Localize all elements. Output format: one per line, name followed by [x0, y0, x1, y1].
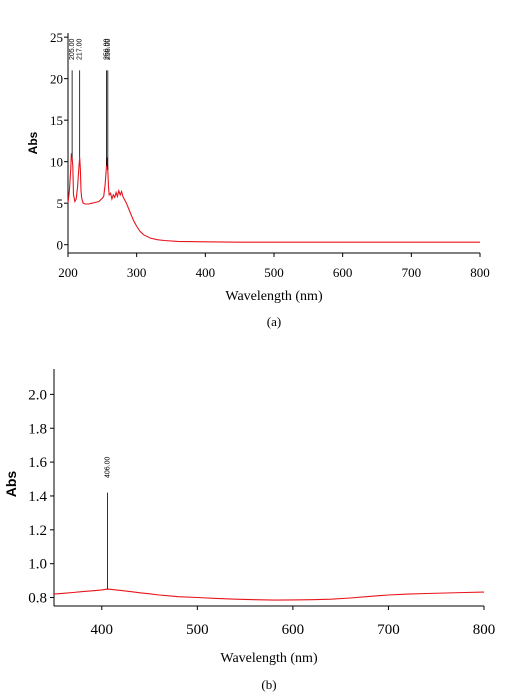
x-tick-label: 200 [58, 265, 78, 280]
chart-a: 200 300 400 500 600 700 800 0 5 10 15 20 25 Abs Wavele… [26, 30, 490, 329]
y-tick-label: 1.6 [28, 455, 47, 471]
x-tick-label: 500 [186, 622, 209, 638]
figure-caption: (a) [267, 314, 281, 329]
y-tick-label: 15 [50, 113, 63, 128]
peak-label: 205.00 [69, 38, 76, 60]
x-tick-label: 400 [196, 265, 216, 280]
spectrum-line [53, 588, 485, 601]
x-axis-label: Wavelength (nm) [220, 651, 318, 666]
y-axis-label: Abs [3, 471, 19, 498]
peak-label: 256.00 [103, 38, 110, 60]
y-tick-label: 1.2 [28, 523, 47, 539]
x-tick-label: 700 [377, 622, 400, 638]
x-axis-label: Wavelength (nm) [225, 289, 323, 304]
peak-label: 406.00 [105, 456, 112, 478]
x-tick-label: 700 [402, 265, 422, 280]
y-tick-label: 5 [57, 196, 64, 211]
y-tick-label: 1.4 [28, 489, 47, 505]
y-tick-label: 2.0 [28, 387, 47, 403]
y-tick-label: 10 [50, 155, 63, 170]
x-tick-label: 600 [333, 265, 353, 280]
spectrum-line [67, 153, 480, 243]
x-tick-label: 500 [264, 265, 284, 280]
y-tick-label: 0.8 [28, 591, 47, 607]
y-tick-label: 1.0 [28, 557, 47, 573]
y-axis-label: Abs [26, 131, 40, 154]
y-tick-label: 1.8 [28, 421, 47, 437]
peak-label: 217.00 [77, 38, 84, 60]
y-tick-label: 0 [57, 238, 64, 253]
x-tick-label: 600 [282, 622, 305, 638]
x-tick-label: 800 [473, 622, 496, 638]
y-tick-label: 20 [50, 72, 63, 87]
peak-label: 258.00 [105, 38, 112, 60]
y-tick-label: 25 [50, 30, 63, 45]
chart-b: 400 500 600 700 800 0.8 1.0 1.2 1.4 1.6 1.8 2.0 Abs W… [3, 369, 495, 692]
x-tick-label: 400 [91, 622, 114, 638]
x-tick-label: 300 [127, 265, 147, 280]
figure-caption: (b) [261, 677, 276, 692]
x-tick-label: 800 [470, 265, 490, 280]
